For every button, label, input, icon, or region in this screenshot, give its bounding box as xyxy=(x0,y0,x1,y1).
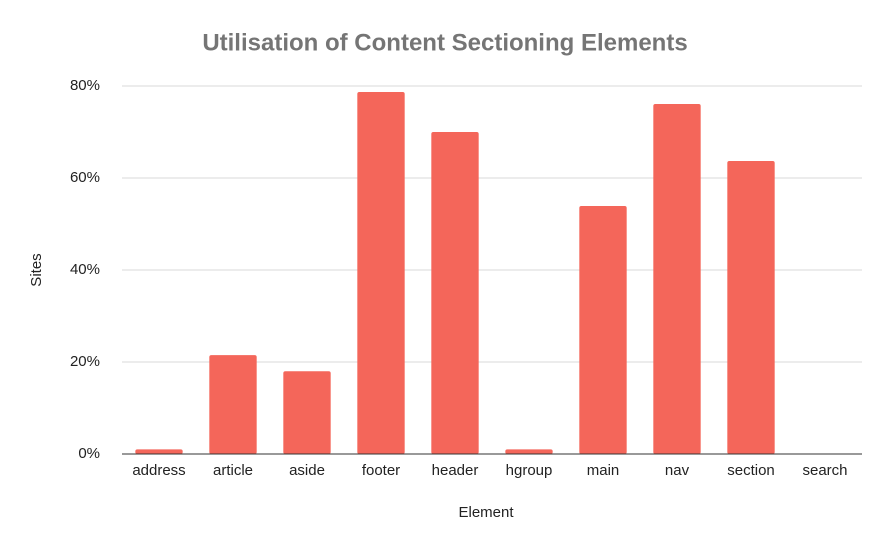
x-tick-label: hgroup xyxy=(506,462,553,479)
x-tick-label: footer xyxy=(362,462,400,479)
y-tick-label: 0% xyxy=(78,445,100,462)
bar xyxy=(727,160,775,455)
x-tick-label: main xyxy=(587,462,620,479)
x-tick-label: aside xyxy=(289,462,325,479)
x-tick-label: header xyxy=(432,462,479,479)
x-axis-label: Element xyxy=(458,504,514,521)
y-tick-label: 60% xyxy=(70,169,100,186)
bar xyxy=(135,449,183,454)
x-tick-label: section xyxy=(727,462,775,479)
x-tick-label: address xyxy=(132,462,185,479)
chart-title: Utilisation of Content Sectioning Elemen… xyxy=(202,29,687,56)
bar xyxy=(653,103,701,454)
bar xyxy=(579,206,627,454)
bar xyxy=(209,355,257,454)
bar xyxy=(283,371,331,454)
bar xyxy=(357,91,405,454)
bar xyxy=(431,132,479,454)
y-tick-label: 80% xyxy=(70,77,100,94)
x-tick-label: article xyxy=(213,462,253,479)
y-tick-label: 40% xyxy=(70,261,100,278)
x-tick-label: nav xyxy=(665,462,690,479)
y-tick-label: 20% xyxy=(70,353,100,370)
bar xyxy=(505,449,553,454)
y-axis-label: Sites xyxy=(28,253,45,286)
x-tick-label: search xyxy=(802,462,847,479)
